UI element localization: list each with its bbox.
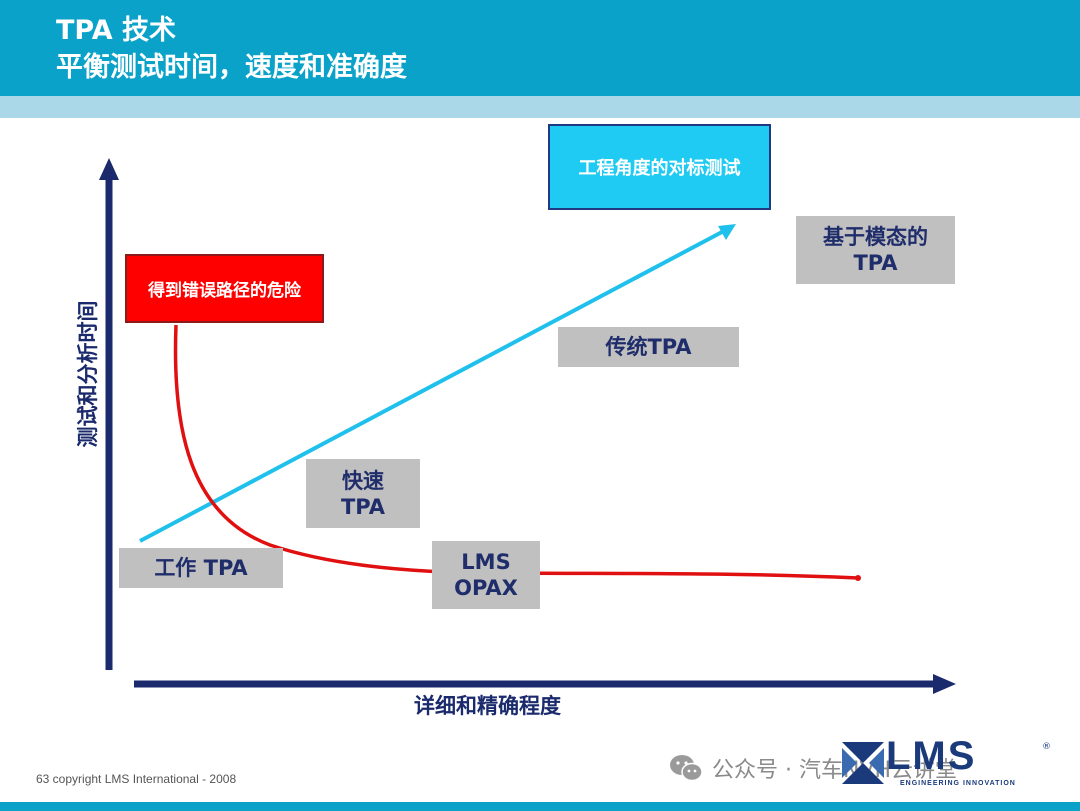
lms-opax-label-2: OPAX (454, 576, 518, 600)
wechat-text: 公众号 · 汽车NVH云讲堂 (712, 758, 958, 783)
copyright-text: 63 copyright LMS International - 2008 (36, 772, 237, 786)
slide-title: TPA 技术 (56, 15, 177, 46)
x-axis-label: 详细和精确程度 (414, 694, 561, 718)
lms-logo-mark (842, 742, 884, 784)
fast-tpa-label-1: 快速 (342, 468, 384, 493)
traditional-tpa-box: 传统TPA (558, 327, 739, 367)
lms-logo-registered: ® (1042, 742, 1051, 752)
fast-tpa-box: 快速 TPA (306, 459, 420, 528)
lms-opax-label-1: LMS (461, 550, 511, 574)
cyan-trend-arrowhead (718, 224, 736, 240)
modal-tpa-label-1: 基于模态的 (823, 225, 928, 249)
lms-logo-text: LMS (886, 734, 977, 778)
red-curve-end-dot (855, 575, 861, 581)
traditional-tpa-label: 传统TPA (605, 335, 692, 359)
cyan-trend-line (139, 230, 723, 543)
working-tpa-label: 工作 TPA (154, 556, 248, 580)
danger-label: 得到错误路径的危险 (148, 281, 301, 301)
danger-box: 得到错误路径的危险 (125, 254, 324, 323)
wechat-watermark: 公众号 · 汽车NVH云讲堂 (668, 752, 957, 784)
lms-opax-box: LMS OPAX (432, 541, 540, 609)
fast-tpa-label-2: TPA (340, 494, 386, 519)
modal-tpa-box: 基于模态的 TPA (796, 216, 955, 284)
y-axis-label: 测试和分析时间 (76, 300, 100, 448)
modal-tpa-label-2: TPA (853, 251, 898, 275)
y-axis-arrowhead (99, 158, 119, 180)
header-strip (0, 96, 1080, 118)
benchmark-box: 工程角度的对标测试 (548, 124, 771, 210)
lms-logo: LMS ® ENGINEERING INNOVATION (842, 734, 1052, 790)
working-tpa-box: 工作 TPA (119, 548, 283, 588)
benchmark-label: 工程角度的对标测试 (578, 158, 741, 179)
footer-bar (0, 802, 1080, 811)
slide-subtitle: 平衡测试时间，速度和准确度 (56, 52, 407, 83)
wechat-icon (670, 755, 703, 782)
x-axis-arrowhead (933, 674, 956, 694)
red-risk-curve (173, 324, 859, 580)
header-bar (0, 0, 1080, 96)
lms-logo-tagline: ENGINEERING INNOVATION (900, 780, 1016, 787)
